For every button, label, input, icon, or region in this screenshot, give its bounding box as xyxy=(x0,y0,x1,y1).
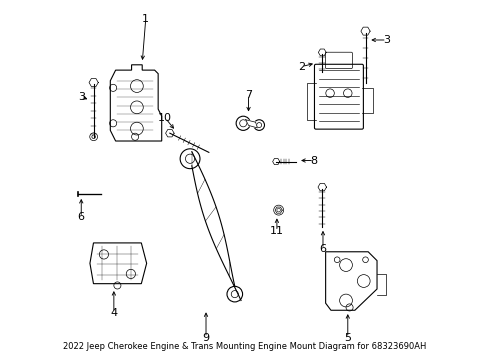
Text: 3: 3 xyxy=(78,92,85,102)
Polygon shape xyxy=(245,120,257,128)
Text: 1: 1 xyxy=(142,14,149,24)
Text: 6: 6 xyxy=(319,244,326,254)
Text: 10: 10 xyxy=(158,113,172,123)
Text: 5: 5 xyxy=(344,333,351,343)
Text: 2022 Jeep Cherokee Engine & Trans Mounting Engine Mount Diagram for 68323690AH: 2022 Jeep Cherokee Engine & Trans Mounti… xyxy=(63,342,427,351)
Text: 2: 2 xyxy=(298,62,305,72)
Text: 3: 3 xyxy=(383,35,390,45)
Text: 8: 8 xyxy=(311,156,318,166)
Text: 6: 6 xyxy=(78,212,85,222)
Polygon shape xyxy=(275,207,282,213)
Text: 7: 7 xyxy=(245,90,252,100)
Text: 11: 11 xyxy=(270,226,284,237)
Text: 4: 4 xyxy=(110,308,118,318)
Text: 9: 9 xyxy=(202,333,210,343)
